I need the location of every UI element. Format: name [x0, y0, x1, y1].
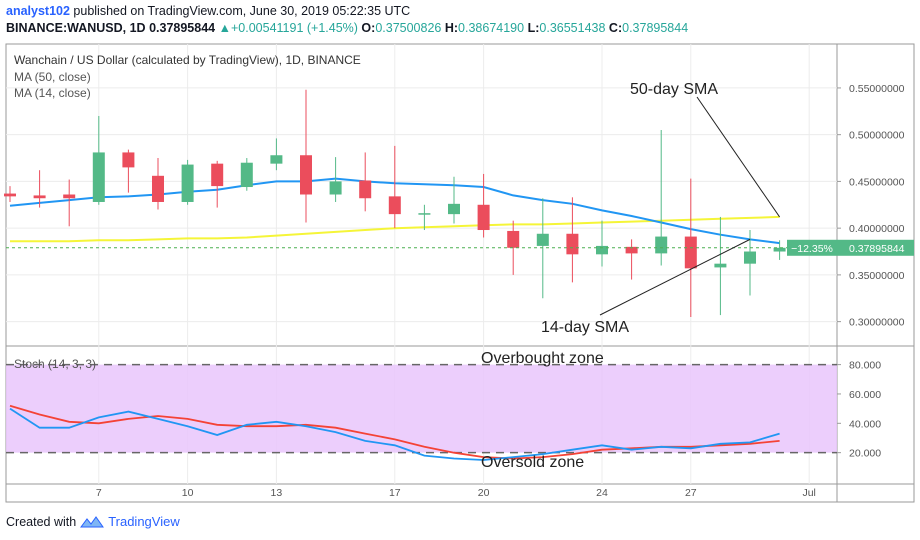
close-label: C: — [608, 21, 623, 35]
stoch-tick-label: 20.000 — [849, 448, 881, 460]
last-price-badge — [837, 239, 914, 256]
chart-header: analyst102 published on TradingView.com,… — [6, 3, 906, 37]
publish-line: analyst102 published on TradingView.com,… — [6, 3, 906, 20]
oversold-annotation: Oversold zone — [481, 454, 584, 471]
candle-body-up — [240, 162, 253, 188]
candle-body-up — [270, 155, 283, 164]
symbol-quote-line: BINANCE:WANUSD, 1D 0.37895844 ▲+0.005411… — [6, 20, 906, 37]
candle-body-down — [4, 193, 16, 197]
candle-body-down — [211, 163, 224, 187]
published-text: published on TradingView.com, June 30, 2… — [69, 4, 411, 18]
price-tick-label: 0.45000000 — [849, 176, 905, 188]
sma50-pointer-line — [696, 96, 781, 218]
symbol-label: BINANCE:WANUSD, 1D — [6, 21, 146, 35]
candle-body-down — [152, 175, 164, 202]
chart-frame — [5, 43, 915, 503]
candle-body-up — [773, 247, 786, 252]
candle-body-up — [329, 181, 342, 195]
stoch-tick-label: 60.000 — [849, 389, 881, 401]
candle-body-down — [566, 233, 579, 255]
candle-body-up — [744, 251, 756, 264]
open-value: 0.37500826 — [375, 21, 442, 35]
low-value: 0.36551438 — [539, 21, 606, 35]
change-badge — [787, 239, 837, 256]
sma14-annotation: 14-day SMA — [541, 319, 629, 336]
time-tick-label: 20 — [478, 487, 490, 499]
stoch-title: Stoch (14, 3, 3) — [14, 357, 96, 371]
sma50-annotation: 50-day SMA — [630, 81, 718, 98]
sma14-pointer-line — [599, 238, 751, 316]
candle-body-down — [359, 180, 372, 199]
candle-body-down — [122, 152, 135, 168]
open-label: O: — [361, 21, 376, 35]
high-value: 0.38674190 — [458, 21, 525, 35]
price-tick-label: 0.40000000 — [849, 223, 905, 235]
close-value: 0.37895844 — [622, 21, 689, 35]
time-tick-label: 10 — [182, 487, 194, 499]
candle-body-up — [418, 213, 431, 215]
time-tick-label: Jul — [802, 487, 815, 499]
indicator-legend-item: MA (14, close) — [14, 86, 91, 100]
time-tick-label: 17 — [389, 487, 401, 499]
tradingview-brand-link[interactable]: TradingView — [108, 514, 180, 529]
candle-body-up — [92, 152, 105, 202]
change-arrow-icon: ▲ — [218, 21, 231, 35]
price-tick-label: 0.35000000 — [849, 270, 905, 282]
candle-body-down — [388, 196, 401, 215]
stoch-tick-label: 40.000 — [849, 418, 881, 430]
candle-body-down — [684, 236, 697, 269]
high-label: H: — [444, 21, 459, 35]
stoch-tick-label: 80.000 — [849, 360, 881, 372]
candle-body-up — [714, 263, 727, 268]
candle-body-down — [625, 246, 638, 254]
footer: Created with TradingView — [6, 514, 180, 529]
author-link[interactable]: analyst102 — [6, 4, 70, 18]
candle-body-up — [596, 245, 608, 255]
candle-body-down — [507, 230, 520, 248]
chart-title: Wanchain / US Dollar (calculated by Trad… — [14, 53, 361, 67]
low-label: L: — [527, 21, 540, 35]
time-tick-label: 13 — [271, 487, 283, 499]
price-tick-label: 0.50000000 — [849, 130, 905, 142]
price-tick-label: 0.55000000 — [849, 83, 905, 95]
last-price: 0.37895844 — [149, 21, 216, 35]
stoch-band — [6, 364, 837, 453]
time-tick-label: 24 — [596, 487, 608, 499]
candle-body-up — [448, 203, 460, 215]
overbought-annotation: Overbought zone — [481, 350, 604, 367]
candle-body-down — [63, 194, 76, 199]
candle-body-down — [477, 204, 490, 231]
candle-body-down — [33, 195, 46, 199]
candle-body-down — [300, 155, 312, 195]
tradingview-logo-icon — [80, 515, 105, 527]
time-tick-label: 27 — [685, 487, 697, 499]
time-tick-label: 7 — [96, 487, 102, 499]
candle-body-up — [655, 236, 668, 254]
change-value: +0.00541191 (+1.45%) — [230, 21, 358, 35]
indicator-legend-item: MA (50, close) — [14, 70, 91, 84]
candle-body-up — [536, 233, 549, 246]
candle-body-up — [181, 164, 194, 202]
created-with-text: Created with — [6, 514, 77, 529]
price-tick-label: 0.30000000 — [849, 317, 905, 329]
stoch-k-line — [9, 407, 780, 461]
last-price-badge-text: 0.37895844 — [849, 243, 905, 255]
change-badge-text: −12.35% — [791, 243, 833, 255]
